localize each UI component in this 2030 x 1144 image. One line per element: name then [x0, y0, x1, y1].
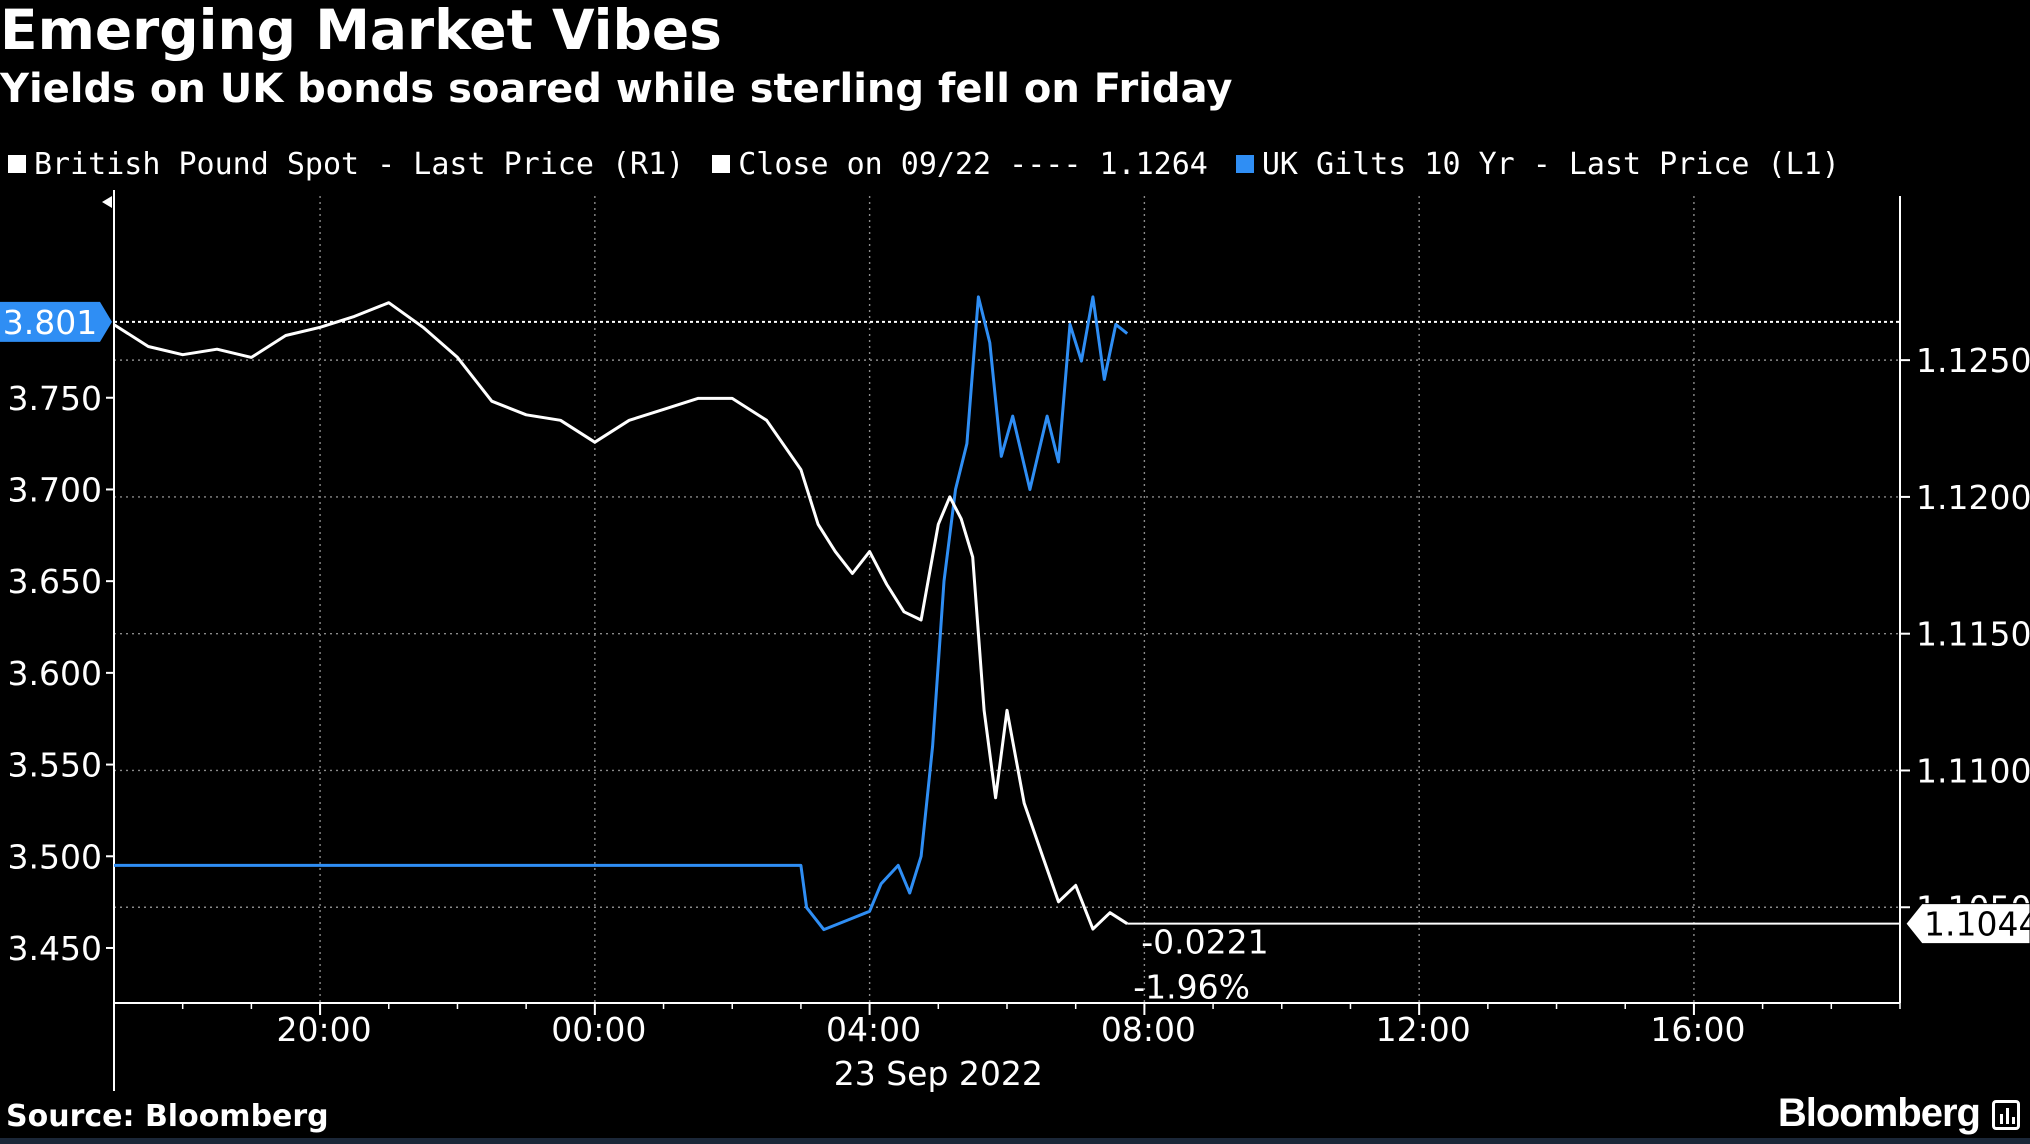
series-line-british-pound: [113, 301, 1129, 931]
bottom-strip: [0, 1138, 2030, 1144]
legend-label-close: Close on 09/22 ---- 1.1264: [738, 146, 1208, 182]
series-line-uk-gilts-10yr: [114, 295, 1129, 932]
right-tick-label: 1.1200: [1916, 478, 2030, 517]
x-tick-label: 16:00: [1650, 1010, 1745, 1049]
chart-title: Emerging Market Vibes: [0, 0, 722, 62]
x-date-label: 23 Sep 2022: [834, 1054, 1043, 1093]
left-tick-label: 3.750: [8, 379, 102, 418]
x-tick-label: 00:00: [551, 1010, 646, 1049]
left-axis-marker: [102, 196, 112, 208]
right-last-value-flag: [1905, 903, 2030, 945]
right-tick-label: 1.1100: [1916, 751, 2030, 790]
x-tick-label: 04:00: [826, 1010, 921, 1049]
x-tick-label: 08:00: [1101, 1010, 1196, 1049]
legend-item-close[interactable]: Close on 09/22 ---- 1.1264: [712, 147, 1208, 182]
right-tick-label: 1.1150: [1916, 615, 2030, 654]
chart-subtitle: Yields on UK bonds soared while sterling…: [0, 66, 1233, 112]
right-last-value-label: 1.1044: [1924, 905, 2030, 944]
change-abs-label: -0.0221: [1141, 923, 1268, 962]
legend-item-gilts[interactable]: UK Gilts 10 Yr - Last Price (L1): [1235, 146, 1840, 182]
legend-label-gilts: UK Gilts 10 Yr - Last Price (L1): [1261, 146, 1840, 182]
left-tick-label: 3.650: [8, 562, 102, 601]
chart-legend: British Pound Spot - Last Price (R1) Clo…: [8, 144, 1868, 184]
legend-swatch-gbp: [8, 155, 26, 173]
right-tick-label: 1.1250: [1916, 341, 2030, 380]
legend-swatch-close: [712, 155, 731, 173]
left-last-value-label: 3.801: [3, 303, 97, 342]
left-tick-label: 3.550: [8, 746, 102, 785]
bloomberg-logo: Bloomberg: [1777, 1091, 1981, 1135]
change-pct-label: -1.96%: [1133, 968, 1250, 1007]
left-last-value-flag: [0, 301, 112, 342]
left-tick-label: 3.600: [8, 654, 102, 693]
x-tick-label: 12:00: [1376, 1010, 1471, 1049]
legend-swatch-gilts: [1235, 155, 1254, 173]
left-tick-label: 3.500: [8, 837, 102, 876]
x-tick-label: 20:00: [277, 1010, 372, 1049]
bloomberg-terminal-icon: [1992, 1100, 2020, 1130]
left-tick-label: 3.450: [8, 929, 102, 968]
source-note: Source: Bloomberg: [6, 1099, 329, 1134]
left-tick-label: 3.700: [8, 470, 102, 509]
legend-label-gbp: British Pound Spot - Last Price (R1): [34, 146, 685, 182]
legend-item-gbp[interactable]: British Pound Spot - Last Price (R1): [8, 147, 684, 182]
